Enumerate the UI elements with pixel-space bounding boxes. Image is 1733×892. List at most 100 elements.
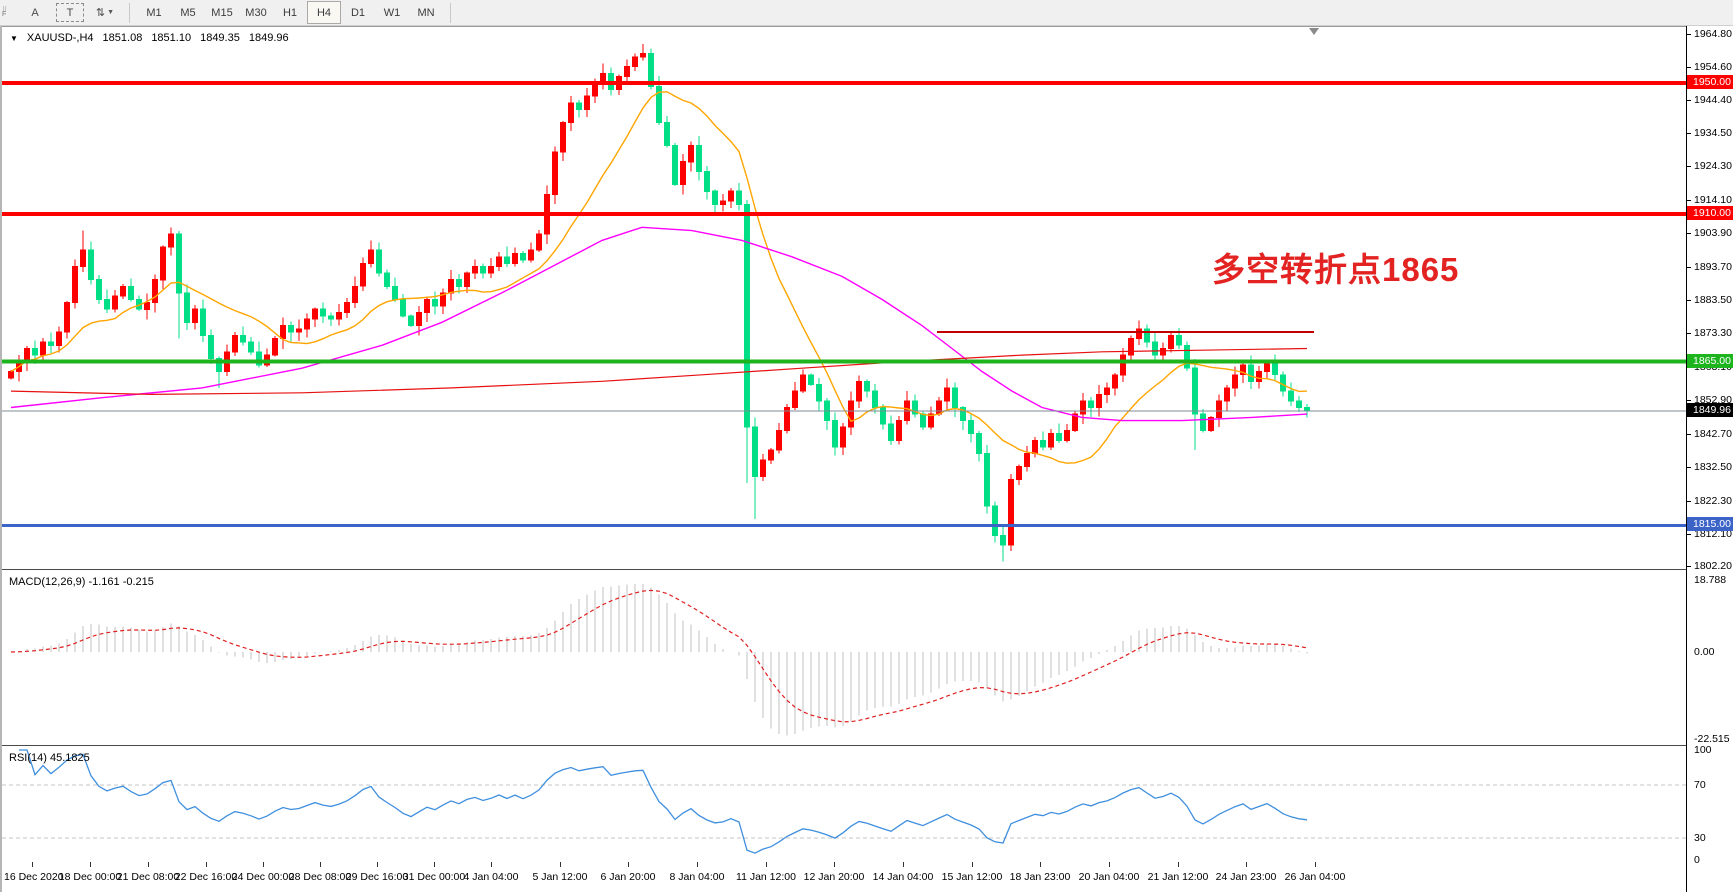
price-tick-label: 1893.70 (1694, 260, 1732, 273)
time-axis[interactable]: 16 Dec 2020 18 Dec 00:00 21 Dec 08:00 22 De… (2, 862, 1686, 892)
symbol-period-label: XAUUSD-,H4 (26, 32, 94, 44)
ma-fast-line (10, 91, 1308, 464)
price-tick (1687, 433, 1691, 435)
rsi-scale-label: 0 (1694, 854, 1700, 866)
price-tick-label: 1842.70 (1694, 427, 1732, 440)
time-tick (320, 862, 321, 867)
price-tick-label: 1944.40 (1694, 94, 1732, 107)
timeframe-button-d1[interactable]: D1 (350, 6, 366, 19)
price-tick (1687, 100, 1691, 102)
timeframe-button-m1[interactable]: M1 (146, 6, 162, 19)
timeframe-button-h4[interactable]: H4 (307, 1, 341, 24)
ohlc-high: 1851.10 (151, 32, 192, 44)
rsi-scale-label: 100 (1694, 744, 1712, 756)
date-label: 29 Dec 16:00 (345, 871, 409, 883)
macd-signal-line (10, 589, 1308, 723)
chart-shift-marker-icon[interactable] (1309, 28, 1319, 35)
price-tick (1687, 400, 1691, 402)
time-tick (766, 862, 767, 867)
object-arrows-button[interactable]: ⇅ ▼ (88, 1, 122, 24)
macd-scale-label: 18.788 (1694, 573, 1727, 586)
toolbar-grip-icon[interactable]: ⠿ F (2, 4, 16, 22)
date-label: 18 Jan 23:00 (1009, 871, 1071, 883)
up-candle-wicks (10, 43, 1268, 551)
price-tick-label: 1964.80 (1694, 27, 1732, 40)
level-badge-1910.00: 1910.00 (1687, 206, 1733, 221)
date-label: 4 Jan 04:00 (463, 871, 519, 883)
down-candle-wicks (34, 48, 1308, 562)
time-tick (148, 862, 149, 867)
price-tick (1687, 300, 1691, 302)
date-label: 26 Jan 04:00 (1284, 871, 1346, 883)
date-label: 5 Jan 12:00 (532, 871, 588, 883)
price-tick (1687, 233, 1691, 235)
price-tick-label: 1914.10 (1694, 193, 1732, 206)
date-label: 28 Dec 08:00 (288, 871, 352, 883)
symbol-dropdown-icon[interactable]: ▼ (10, 33, 18, 43)
macd-scale-label: -22.515 (1694, 732, 1730, 745)
date-label: 20 Jan 04:00 (1078, 871, 1140, 883)
level-badge-1865.00: 1865.00 (1687, 353, 1733, 368)
date-label: 21 Dec 08:00 (116, 871, 180, 883)
price-tick-label: 1822.30 (1694, 494, 1732, 507)
ma-slow-line (10, 347, 1308, 396)
timeframe-button-m5[interactable]: M5 (180, 6, 196, 19)
timeframe-button-mn[interactable]: MN (417, 6, 435, 19)
rsi-label: RSI(14) 45.1825 (9, 752, 90, 764)
text-tool-button[interactable]: T (56, 3, 84, 22)
date-label: 18 Dec 00:00 (58, 871, 122, 883)
macd-scale-label: 0.00 (1694, 646, 1715, 658)
macd-panel[interactable]: MACD(12,26,9) -1.161 -0.215 (2, 572, 1686, 745)
date-label: 31 Dec 00:00 (402, 871, 466, 883)
up-candle-bodies (8, 53, 1270, 546)
price-chart-canvas[interactable] (2, 27, 1686, 570)
date-label: 22 Dec 16:00 (174, 871, 238, 883)
price-tick (1687, 500, 1691, 502)
price-scale[interactable]: 1964.80 1954.60 1944.40 1934.50 1924.30 1914.… (1686, 26, 1733, 892)
timeframe-group: M1 M5 M15 M30 H1 H4 D1 W1 MN (137, 1, 443, 24)
price-tick-label: 1954.60 (1694, 61, 1732, 74)
time-tick (1040, 862, 1041, 867)
price-chart-panel[interactable]: ▼ XAUUSD-,H4 1851.08 1851.10 1849.35 184… (2, 26, 1686, 570)
toolbar: ⠿ F A T ⇅ ▼ M1 M5 M15 M30 H1 H4 D1 W1 MN (0, 0, 1733, 26)
level-badge-1950.00: 1950.00 (1687, 75, 1733, 90)
macd-canvas[interactable] (2, 572, 1686, 745)
price-tick (1687, 33, 1691, 35)
timeframe-button-m30[interactable]: M30 (245, 6, 267, 19)
rsi-canvas[interactable] (2, 748, 1686, 862)
timeframe-button-h1[interactable]: H1 (282, 6, 298, 19)
price-tick (1687, 566, 1691, 568)
time-tick (90, 862, 91, 867)
time-tick (972, 862, 973, 867)
arrows-icon: ⇅ (95, 7, 106, 19)
down-candle-bodies (32, 53, 1310, 546)
price-tick (1687, 266, 1691, 268)
date-label: 15 Jan 12:00 (941, 871, 1003, 883)
time-tick (206, 862, 207, 867)
current-price-badge: 1849.96 (1687, 402, 1733, 417)
date-label: 24 Dec 00:00 (231, 871, 295, 883)
time-tick (377, 862, 378, 867)
time-tick (1109, 862, 1110, 867)
time-tick (1246, 862, 1247, 867)
time-tick (1315, 862, 1316, 867)
timeframe-button-w1[interactable]: W1 (383, 6, 401, 19)
time-tick (560, 862, 561, 867)
price-tick (1687, 467, 1691, 469)
time-tick (491, 862, 492, 867)
toolbar-separator (450, 2, 451, 23)
date-label: 24 Jan 23:00 (1215, 871, 1277, 883)
price-tick (1687, 166, 1691, 168)
chart-frame: ▼ XAUUSD-,H4 1851.08 1851.10 1849.35 184… (0, 26, 1733, 892)
cursor-a-button[interactable]: A (31, 6, 39, 19)
chart-title: ▼ XAUUSD-,H4 1851.08 1851.10 1849.35 184… (10, 32, 289, 44)
date-label: 11 Jan 12:00 (736, 871, 796, 883)
rsi-panel[interactable]: RSI(14) 45.1825 (2, 748, 1686, 863)
macd-histogram (18, 583, 1308, 736)
time-tick (263, 862, 264, 867)
date-label: 14 Jan 04:00 (872, 871, 934, 883)
time-tick (697, 862, 698, 867)
timeframe-button-m15[interactable]: M15 (211, 6, 233, 19)
time-tick (434, 862, 435, 867)
